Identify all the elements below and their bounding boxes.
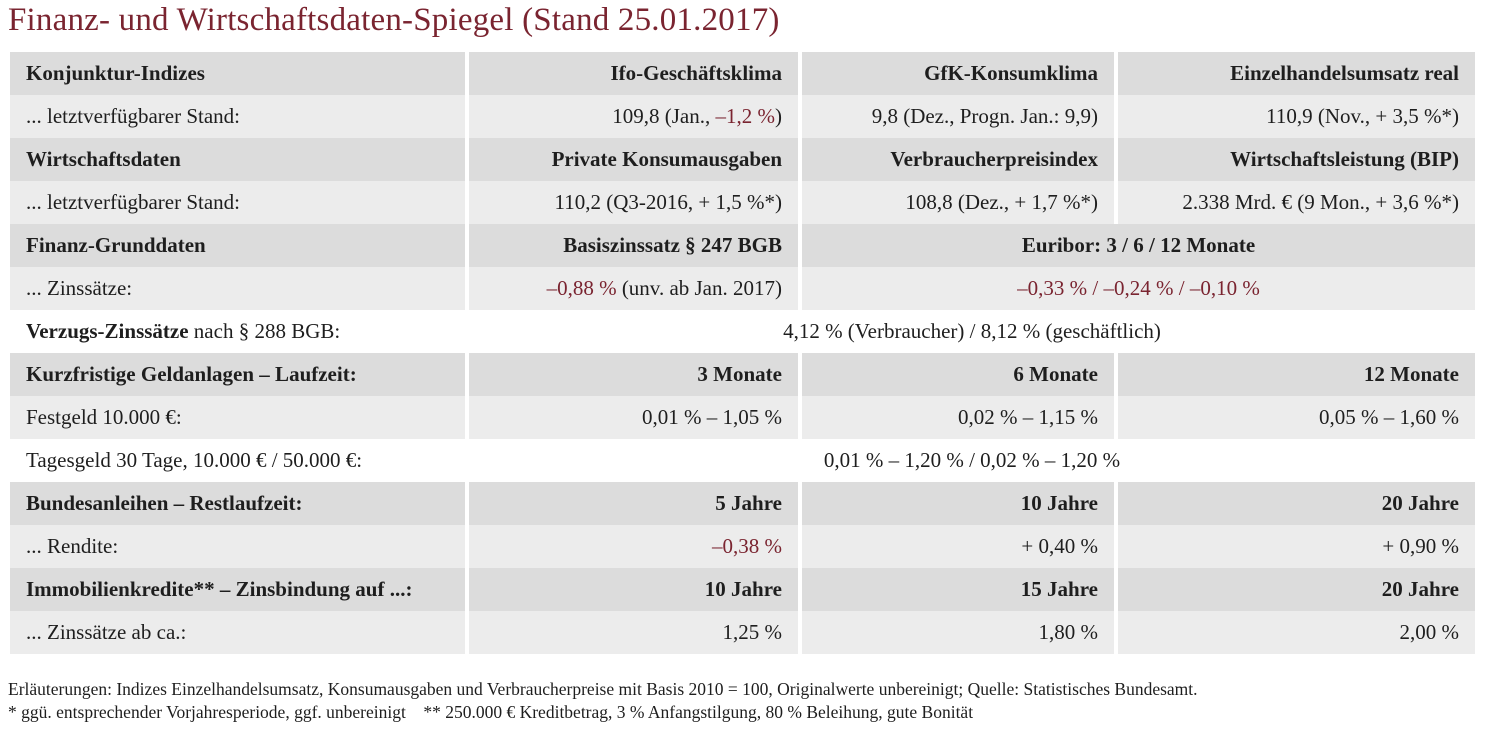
- row-label: ... Zinssätze:: [26, 276, 133, 300]
- table-cell: 9,8 (Dez., Progn. Jan.: 9,9): [871, 104, 1098, 128]
- row-label: ... Zinssätze ab ca.:: [26, 620, 187, 644]
- table-cell: 1,25 %: [722, 620, 783, 644]
- column-header: 20 Jahre: [1381, 491, 1459, 515]
- table-cell: + 0,90 %: [1382, 534, 1459, 558]
- table-cell: + 0,40 %: [1021, 534, 1098, 558]
- table-row: Tagesgeld 30 Tage, 10.000 € / 50.000 €: …: [10, 439, 1475, 482]
- column-header-ifo: Ifo-Geschäftsklima: [610, 61, 783, 85]
- table-row: Festgeld 10.000 €: 0,01 % – 1,05 % 0,02 …: [10, 396, 1475, 439]
- table-cell: 1,80 %: [1038, 620, 1099, 644]
- row-label: Bundesanleihen – Restlaufzeit:: [26, 491, 303, 515]
- column-header: 12 Monate: [1363, 362, 1459, 386]
- table-cell: –0,38 %: [712, 534, 782, 558]
- column-header: 10 Jahre: [1020, 491, 1098, 515]
- row-label: Tagesgeld 30 Tage, 10.000 € / 50.000 €:: [26, 448, 363, 472]
- table-row: Finanz-Grunddaten Basiszinssatz § 247 BG…: [10, 224, 1475, 267]
- table-row: Immobilienkredite** – Zinsbindung auf ..…: [10, 568, 1475, 611]
- column-header-retail: Einzelhandelsumsatz real: [1230, 61, 1459, 85]
- table-row: Kurzfristige Geldanlagen – Laufzeit: 3 M…: [10, 353, 1475, 396]
- finance-data-table: Konjunktur-Indizes Ifo-Geschäftsklima Gf…: [10, 52, 1475, 654]
- column-header: 10 Jahre: [704, 577, 782, 601]
- table-row: ... letztverfügbarer Stand: 110,2 (Q3-20…: [10, 181, 1475, 224]
- row-label: Kurzfristige Geldanlagen – Laufzeit:: [26, 362, 357, 386]
- table-cell: 110,9 (Nov., + 3,5 %*): [1266, 104, 1459, 128]
- table-cell: 0,01 % – 1,05 %: [642, 405, 782, 429]
- table-cell: –0,88 % (unv. ab Jan. 2017): [546, 276, 782, 300]
- table-cell: 108,8 (Dez., + 1,7 %*): [905, 190, 1098, 214]
- table-cell: 0,02 % – 1,15 %: [958, 405, 1098, 429]
- page-title: Finanz- und Wirtschaftsdaten-Spiegel (St…: [8, 2, 780, 38]
- table-cell: –0,33 % / –0,24 % / –0,10 %: [1017, 276, 1260, 300]
- table-cell: 4,12 % (Verbraucher) / 8,12 % (geschäftl…: [783, 319, 1161, 343]
- column-header: 20 Jahre: [1381, 577, 1459, 601]
- row-label: Konjunktur-Indizes: [26, 61, 205, 85]
- table-row: ... Zinssätze: –0,88 % (unv. ab Jan. 201…: [10, 267, 1475, 310]
- footnote-asterisks: * ggü. entsprechender Vorjahresperiode, …: [8, 702, 974, 722]
- row-label: Immobilienkredite** – Zinsbindung auf ..…: [26, 577, 413, 601]
- row-label: ... Rendite:: [26, 534, 119, 558]
- table-cell: 0,01 % – 1,20 % / 0,02 % – 1,20 %: [823, 448, 1121, 472]
- row-label: Festgeld 10.000 €:: [26, 405, 182, 429]
- table-row: ... letztverfügbarer Stand: 109,8 (Jan.,…: [10, 95, 1475, 138]
- footnote-explanations: Erläuterungen: Indizes Einzelhandelsumsa…: [8, 679, 1198, 699]
- table-cell: 2,00 %: [1399, 620, 1460, 644]
- column-header: 5 Jahre: [715, 491, 782, 515]
- table-row: Verzugs-Zinssätze nach § 288 BGB: 4,12 %…: [10, 310, 1475, 353]
- column-header: Euribor: 3 / 6 / 12 Monate: [1021, 233, 1256, 257]
- table-cell: 2.338 Mrd. € (9 Mon., + 3,6 %*): [1182, 190, 1459, 214]
- column-header: Private Konsumausgaben: [551, 147, 782, 171]
- column-header: Verbraucherpreisindex: [890, 147, 1098, 171]
- row-label: Wirtschaftsdaten: [26, 147, 181, 171]
- table-row: Konjunktur-Indizes Ifo-Geschäftsklima Gf…: [10, 52, 1475, 95]
- table-cell: 109,8 (Jan., –1,2 %): [612, 104, 782, 128]
- table-cell: 0,05 % – 1,60 %: [1319, 405, 1459, 429]
- column-header: 15 Jahre: [1020, 577, 1098, 601]
- table-cell: 110,2 (Q3-2016, + 1,5 %*): [554, 190, 782, 214]
- table-row: ... Rendite: –0,38 % + 0,40 % + 0,90 %: [10, 525, 1475, 568]
- column-header: 3 Monate: [697, 362, 782, 386]
- column-header: Wirtschaftsleistung (BIP): [1230, 147, 1459, 171]
- row-label: Verzugs-Zinssätze nach § 288 BGB:: [26, 319, 341, 343]
- table-row: Bundesanleihen – Restlaufzeit: 5 Jahre 1…: [10, 482, 1475, 525]
- row-label: Finanz-Grunddaten: [26, 233, 206, 257]
- column-header: Basiszinssatz § 247 BGB: [563, 233, 782, 257]
- table-row: Wirtschaftsdaten Private Konsumausgaben …: [10, 138, 1475, 181]
- table-row: ... Zinssätze ab ca.: 1,25 % 1,80 % 2,00…: [10, 611, 1475, 654]
- row-label: ... letztverfügbarer Stand:: [26, 190, 240, 214]
- column-header-gfk: GfK-Konsumklima: [924, 61, 1098, 85]
- row-label: ... letztverfügbarer Stand:: [26, 104, 240, 128]
- column-header: 6 Monate: [1013, 362, 1098, 386]
